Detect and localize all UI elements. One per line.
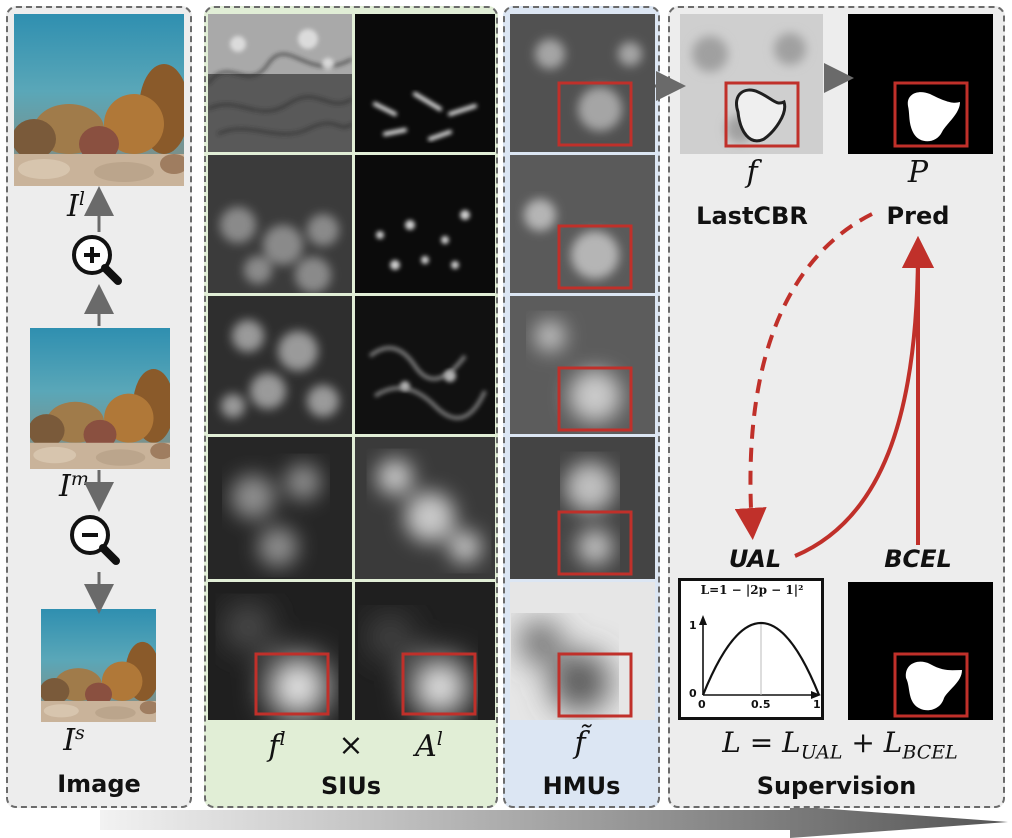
ual-tick-x-0: 0 — [698, 698, 706, 711]
image-label-small: Is — [63, 722, 85, 758]
sup-label-ual: UAL — [728, 545, 782, 573]
image-medium — [30, 328, 170, 469]
siu-attention-a-3 — [355, 296, 495, 434]
prediction-mask — [848, 14, 993, 154]
image-small — [41, 609, 156, 722]
ual-curve-formula: L=1 − |2p − 1|² — [700, 583, 804, 597]
image-panel-title: Image — [57, 770, 141, 798]
siu-feature-f-3 — [208, 296, 352, 434]
sup-label-lastcbr: LastCBR — [696, 202, 808, 230]
sup-label-bcel: BCEL — [884, 545, 952, 573]
ual-tick-y-0: 0 — [689, 687, 697, 700]
siu-feature-f-2 — [208, 155, 352, 293]
sup-label-f: f — [746, 155, 758, 190]
supervision-panel-title: Supervision — [756, 772, 917, 800]
hmu-map-2 — [510, 155, 655, 293]
siu-label-f: fl — [268, 728, 286, 764]
siu-feature-f-5 — [208, 582, 352, 720]
hmu-panel-title: HMUs — [542, 772, 621, 800]
siu-feature-f-4 — [208, 437, 352, 579]
hmu-map-4 — [510, 437, 655, 579]
lastcbr-feature-map — [680, 14, 823, 154]
ual-curve-chart: L=1 − |2p − 1|² 0 0.5 1 1 0 — [678, 578, 824, 720]
siu-label-times: × — [338, 728, 364, 763]
hmu-map-1 — [510, 14, 655, 152]
image-label-medium: Im — [59, 468, 89, 504]
ual-tick-y-1: 1 — [689, 619, 697, 632]
siu-label-a: Al — [415, 728, 443, 764]
hmu-label-f-tilde: f̃ — [574, 726, 586, 761]
siu-attention-a-5 — [355, 582, 495, 720]
ual-tick-x-1: 1 — [813, 698, 821, 711]
hmu-map-5 — [510, 582, 655, 720]
sup-label-pred: Pred — [886, 202, 950, 230]
hmu-map-3 — [510, 296, 655, 434]
ground-truth-mask — [848, 582, 993, 720]
ual-tick-x-mid: 0.5 — [751, 698, 771, 711]
siu-attention-a-2 — [355, 155, 495, 293]
image-label-large: Il — [67, 188, 85, 224]
sup-label-p: P — [907, 155, 929, 190]
siu-attention-a-1 — [355, 14, 495, 152]
image-large — [14, 14, 184, 186]
siu-panel-title: SIUs — [321, 772, 381, 800]
siu-attention-a-4 — [355, 437, 495, 579]
siu-feature-f-1 — [208, 14, 352, 152]
loss-equation: L = LUAL + LBCEL — [722, 726, 958, 764]
